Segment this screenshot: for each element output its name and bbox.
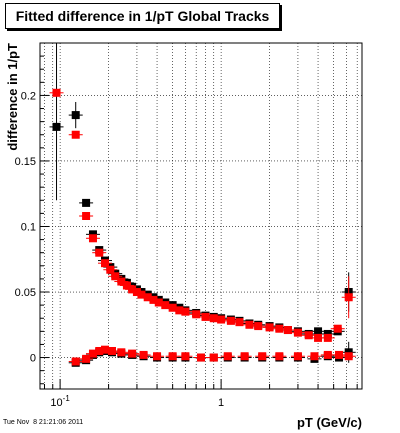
data-point	[122, 281, 131, 290]
data-point	[82, 198, 91, 207]
data-point	[139, 350, 148, 359]
data-point	[107, 346, 116, 355]
data-point	[181, 352, 190, 361]
data-point	[168, 352, 177, 361]
data-point	[240, 352, 249, 361]
data-point	[82, 354, 91, 363]
data-point	[314, 333, 323, 342]
data-point	[82, 212, 91, 220]
data-point	[201, 312, 210, 321]
data-point	[323, 350, 332, 359]
data-point	[95, 346, 104, 355]
data-point	[88, 234, 97, 243]
data-point	[52, 88, 61, 97]
y-tick-label: 0.1	[21, 221, 36, 233]
x-tick-label: 1	[218, 397, 224, 409]
data-point	[100, 345, 109, 354]
data-point	[310, 352, 319, 361]
data-point	[71, 111, 80, 120]
data-point	[275, 324, 284, 333]
data-point	[153, 352, 162, 361]
plot-frame	[39, 42, 363, 390]
data-point	[223, 352, 232, 361]
data-point	[283, 326, 292, 335]
data-point	[161, 301, 170, 310]
x-tick-label: 10-1	[50, 394, 70, 409]
data-point	[117, 277, 126, 286]
data-point	[304, 331, 313, 340]
data-point	[323, 333, 332, 342]
chart-title: Fitted difference in 1/pT Global Tracks	[5, 3, 280, 29]
data-point	[197, 353, 205, 362]
data-point	[117, 348, 126, 357]
y-tick-label: 0.15	[15, 156, 36, 168]
data-point	[181, 307, 190, 316]
data-point	[111, 272, 120, 281]
y-tick-label: 0.2	[21, 90, 36, 102]
data-point	[333, 324, 342, 333]
data-point	[128, 285, 137, 294]
data-point	[344, 352, 353, 361]
data-point	[132, 288, 141, 297]
data-point	[245, 320, 254, 329]
axis-ticks	[40, 42, 358, 389]
data-point	[100, 259, 109, 268]
data-series	[49, 88, 356, 366]
data-point	[275, 352, 284, 361]
data-point	[209, 353, 218, 362]
data-point	[71, 130, 80, 139]
data-point	[235, 318, 244, 327]
data-point	[95, 248, 104, 257]
data-point	[258, 352, 267, 361]
y-tick-label: 0.05	[15, 287, 36, 299]
data-point	[254, 322, 263, 331]
x-axis-label: pT (GeV/c)	[297, 415, 362, 430]
data-point	[137, 290, 146, 299]
y-tick-label: 0	[30, 353, 36, 365]
data-point	[314, 327, 323, 336]
data-point	[217, 315, 226, 324]
data-point	[175, 306, 184, 315]
data-point	[293, 328, 302, 337]
data-point	[209, 314, 218, 323]
data-point	[265, 323, 274, 332]
data-point	[88, 349, 97, 358]
data-point	[344, 293, 353, 302]
data-point	[71, 357, 80, 366]
data-point	[154, 298, 163, 307]
data-point	[192, 310, 201, 319]
data-point	[149, 295, 158, 304]
data-point	[293, 352, 302, 361]
data-point	[143, 293, 152, 302]
data-point	[168, 303, 177, 312]
y-axis-label: difference in 1/pT	[5, 43, 20, 151]
timestamp-footer: Tue Nov 8 21:21:06 2011	[3, 419, 84, 426]
data-point	[106, 265, 115, 274]
data-point	[128, 349, 137, 358]
data-point	[52, 122, 61, 131]
data-point	[335, 350, 344, 359]
data-point	[226, 316, 235, 325]
